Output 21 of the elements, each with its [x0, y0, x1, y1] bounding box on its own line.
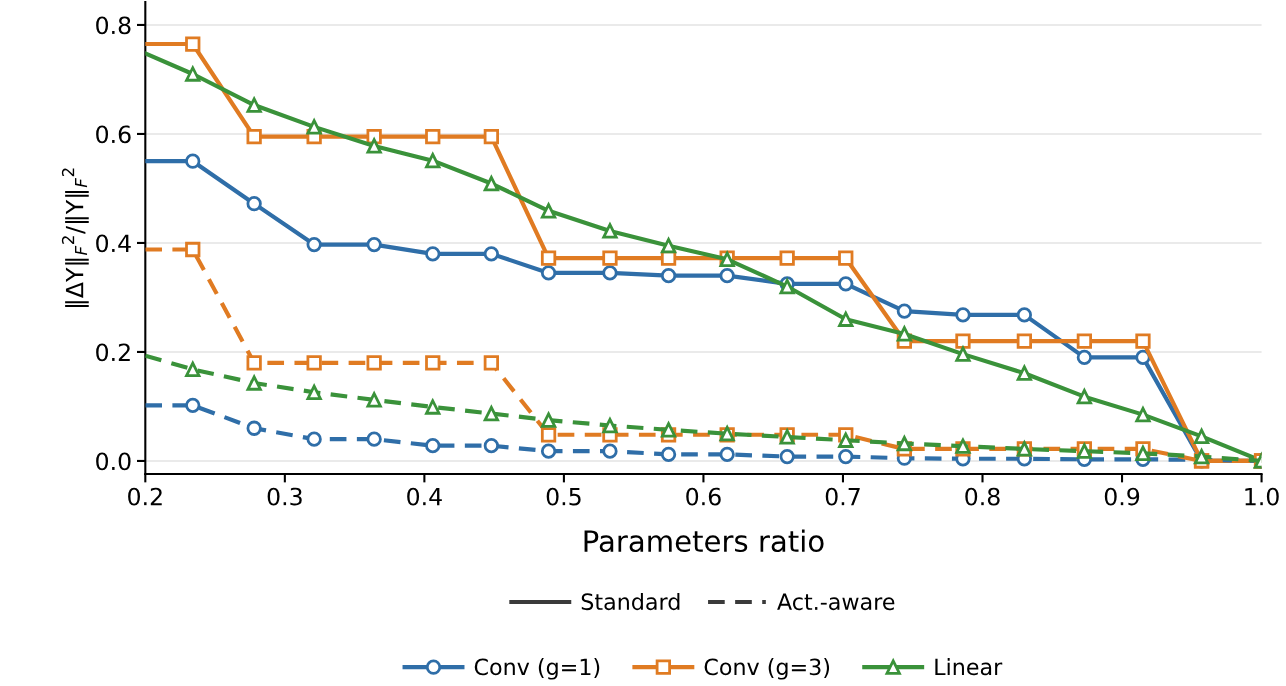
y-tick-label: 0.6	[96, 125, 131, 144]
y-tick-label: 0.0	[96, 452, 131, 471]
x-tick-label: 0.9	[1104, 487, 1140, 506]
x-tick-label: 0.8	[965, 487, 1000, 506]
y-tick-label: 0.8	[96, 16, 131, 35]
x-tick-label: 0.6	[686, 487, 721, 506]
legend-label: Conv (g=1)	[474, 658, 600, 680]
x-tick-label: 0.4	[407, 487, 442, 506]
x-tick-label: 0.3	[267, 487, 302, 506]
y-tick-label: 0.4	[96, 234, 131, 253]
x-tick-label: 0.2	[128, 487, 162, 506]
x-tick-label: 1.0	[1245, 487, 1279, 506]
x-tick-label: 0.5	[546, 487, 581, 506]
legend-label: Linear	[935, 658, 1003, 676]
x-tick-label: 0.7	[825, 487, 860, 506]
legend-label: Conv (g=3)	[704, 658, 830, 680]
text: Act.-aware	[777, 593, 895, 611]
y-tick-label: 0.2	[96, 343, 130, 362]
x-axis-title: Parameters ratio	[584, 529, 824, 553]
text: Standard	[581, 592, 680, 611]
y-axis-title: ‖ΔY‖$_{F}$$^{2}$/‖Y‖$_{F}$$^{2}$	[61, 168, 89, 307]
